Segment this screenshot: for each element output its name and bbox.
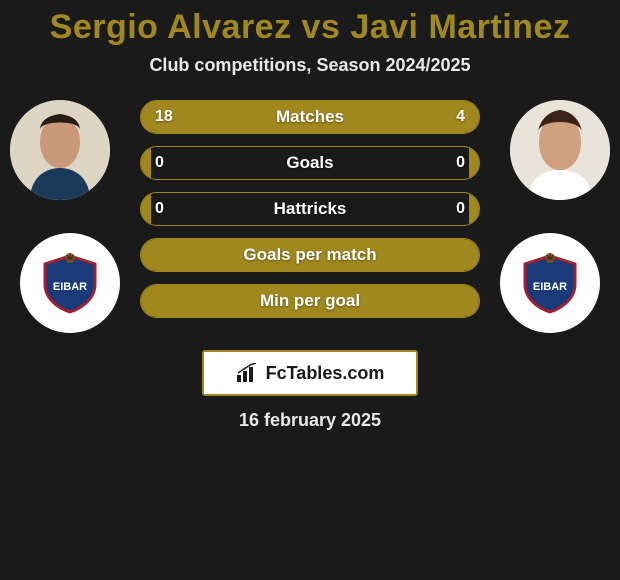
- svg-text:EIBAR: EIBAR: [533, 281, 567, 293]
- player1-name: Sergio Alvarez: [50, 8, 292, 46]
- stat-row: Min per goal: [140, 284, 480, 318]
- player2-club-logo: EIBAR: [500, 233, 600, 333]
- player1-club-logo: EIBAR: [20, 233, 120, 333]
- stat-label: Goals per match: [141, 239, 479, 271]
- subtitle: Club competitions, Season 2024/2025: [0, 55, 620, 76]
- player2-name: Javi Martinez: [350, 8, 570, 46]
- stat-label: Min per goal: [141, 285, 479, 317]
- stat-row: Matches18 4: [140, 100, 480, 134]
- chart-icon: [236, 363, 260, 383]
- stat-value-left: 0: [155, 193, 164, 225]
- stat-value-left: 18: [155, 101, 173, 133]
- stat-label: Matches: [141, 101, 479, 133]
- stat-value-left: 0: [155, 147, 164, 179]
- player1-avatar-icon: [10, 100, 110, 200]
- watermark-text: FcTables.com: [266, 363, 385, 384]
- comparison-card: Sergio Alvarez vs Javi Martinez Club com…: [0, 0, 620, 431]
- date-text: 16 february 2025: [0, 410, 620, 431]
- stat-value-right: 4: [456, 101, 465, 133]
- player2-avatar-icon: [510, 100, 610, 200]
- stats-bars: Matches184Goals00Hattricks00Goals per ma…: [140, 100, 480, 330]
- stat-label: Hattricks: [141, 193, 479, 225]
- stat-row: Hattricks0 0: [140, 192, 480, 226]
- stat-row: Goals per match: [140, 238, 480, 272]
- player1-avatar: [10, 100, 110, 200]
- club-logo-icon: EIBAR: [37, 250, 103, 316]
- stat-label: Goals: [141, 147, 479, 179]
- vs-text: vs: [302, 8, 341, 46]
- stat-value-right: 0: [456, 193, 465, 225]
- main-area: EIBAR EIBAR Matches184Goals00Hattricks00…: [0, 100, 620, 340]
- svg-text:EIBAR: EIBAR: [53, 281, 87, 293]
- club-logo-icon: EIBAR: [517, 250, 583, 316]
- player2-avatar: [510, 100, 610, 200]
- stat-value-right: 0: [456, 147, 465, 179]
- stat-row: Goals0 0: [140, 146, 480, 180]
- watermark-badge: FcTables.com: [202, 350, 418, 396]
- page-title: Sergio Alvarez vs Javi Martinez: [0, 8, 620, 47]
